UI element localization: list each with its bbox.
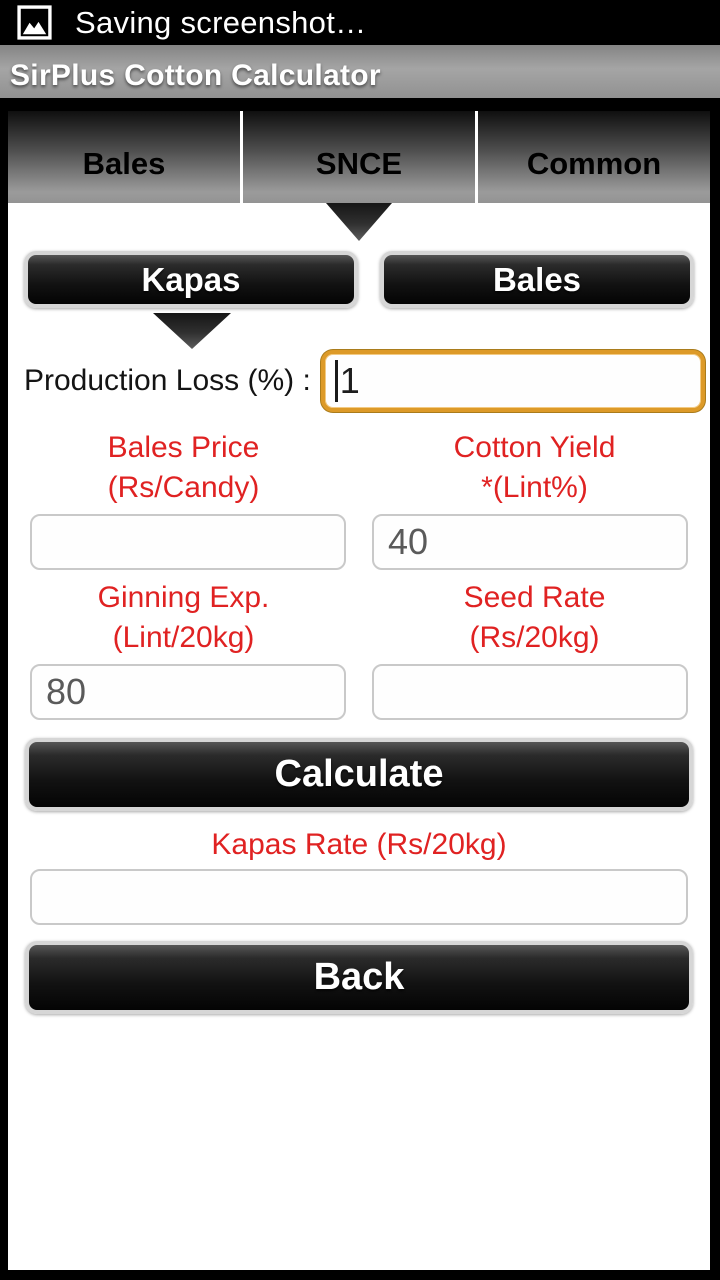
seed-rate-input[interactable] bbox=[372, 664, 688, 720]
ginning-exp-label: Ginning Exp. (Lint/20kg) bbox=[8, 578, 359, 658]
label-line: Seed Rate bbox=[463, 581, 606, 614]
ginning-exp-value: 80 bbox=[46, 671, 87, 712]
status-bar: Saving screenshot… bbox=[0, 0, 720, 45]
field-labels-row-2: Ginning Exp. (Lint/20kg) Seed Rate (Rs/2… bbox=[8, 578, 710, 658]
field-inputs-row-1: 40 bbox=[8, 514, 710, 570]
field-inputs-row-2: 80 bbox=[8, 664, 710, 720]
ginning-exp-input[interactable]: 80 bbox=[30, 664, 346, 720]
cotton-yield-label: Cotton Yield *(Lint%) bbox=[359, 428, 710, 508]
kapas-rate-label: Kapas Rate (Rs/20kg) bbox=[211, 828, 507, 861]
calculate-button[interactable]: Calculate bbox=[25, 738, 693, 811]
field-labels-row-1: Bales Price (Rs/Candy) Cotton Yield *(Li… bbox=[8, 428, 710, 508]
text-cursor bbox=[334, 360, 338, 402]
active-tab-arrow-icon bbox=[326, 203, 392, 241]
cotton-yield-value: 40 bbox=[388, 521, 429, 562]
label-line: Ginning Exp. bbox=[97, 581, 270, 614]
kapas-button[interactable]: Kapas bbox=[24, 251, 358, 308]
label-line: Cotton Yield bbox=[453, 431, 616, 464]
bales-price-input[interactable] bbox=[30, 514, 346, 570]
label-line: *(Lint%) bbox=[481, 471, 588, 504]
title-bar: SirPlus Cotton Calculator bbox=[0, 45, 720, 98]
bales-price-label: Bales Price (Rs/Candy) bbox=[8, 428, 359, 508]
tab-snce[interactable]: SNCE bbox=[243, 111, 475, 203]
image-icon bbox=[16, 4, 53, 41]
label-line: (Lint/20kg) bbox=[112, 621, 255, 654]
status-text: Saving screenshot… bbox=[75, 4, 367, 40]
label-line: (Rs/Candy) bbox=[107, 471, 260, 504]
production-loss-value: 1 bbox=[339, 360, 360, 401]
production-loss-input[interactable]: 1 bbox=[320, 350, 705, 412]
cotton-yield-input[interactable]: 40 bbox=[372, 514, 688, 570]
production-loss-label: Production Loss (%) : bbox=[24, 364, 311, 397]
content-frame: Bales SNCE Common Kapas Bales Production… bbox=[0, 98, 720, 1280]
active-mode-arrow-icon bbox=[153, 313, 231, 349]
page-title: SirPlus Cotton Calculator bbox=[10, 58, 381, 92]
back-button[interactable]: Back bbox=[25, 941, 693, 1014]
label-line: Bales Price bbox=[107, 431, 260, 464]
mode-selector: Kapas Bales bbox=[8, 251, 710, 308]
seed-rate-label: Seed Rate (Rs/20kg) bbox=[359, 578, 710, 658]
bales-button[interactable]: Bales bbox=[380, 251, 694, 308]
tab-bar: Bales SNCE Common bbox=[8, 111, 710, 203]
kapas-rate-input[interactable] bbox=[30, 869, 688, 925]
label-line: (Rs/20kg) bbox=[469, 621, 600, 654]
tab-bales[interactable]: Bales bbox=[8, 111, 240, 203]
production-loss-row: Production Loss (%) : 1 bbox=[8, 350, 710, 412]
main-panel: Bales SNCE Common Kapas Bales Production… bbox=[8, 111, 710, 1270]
tab-common[interactable]: Common bbox=[478, 111, 710, 203]
